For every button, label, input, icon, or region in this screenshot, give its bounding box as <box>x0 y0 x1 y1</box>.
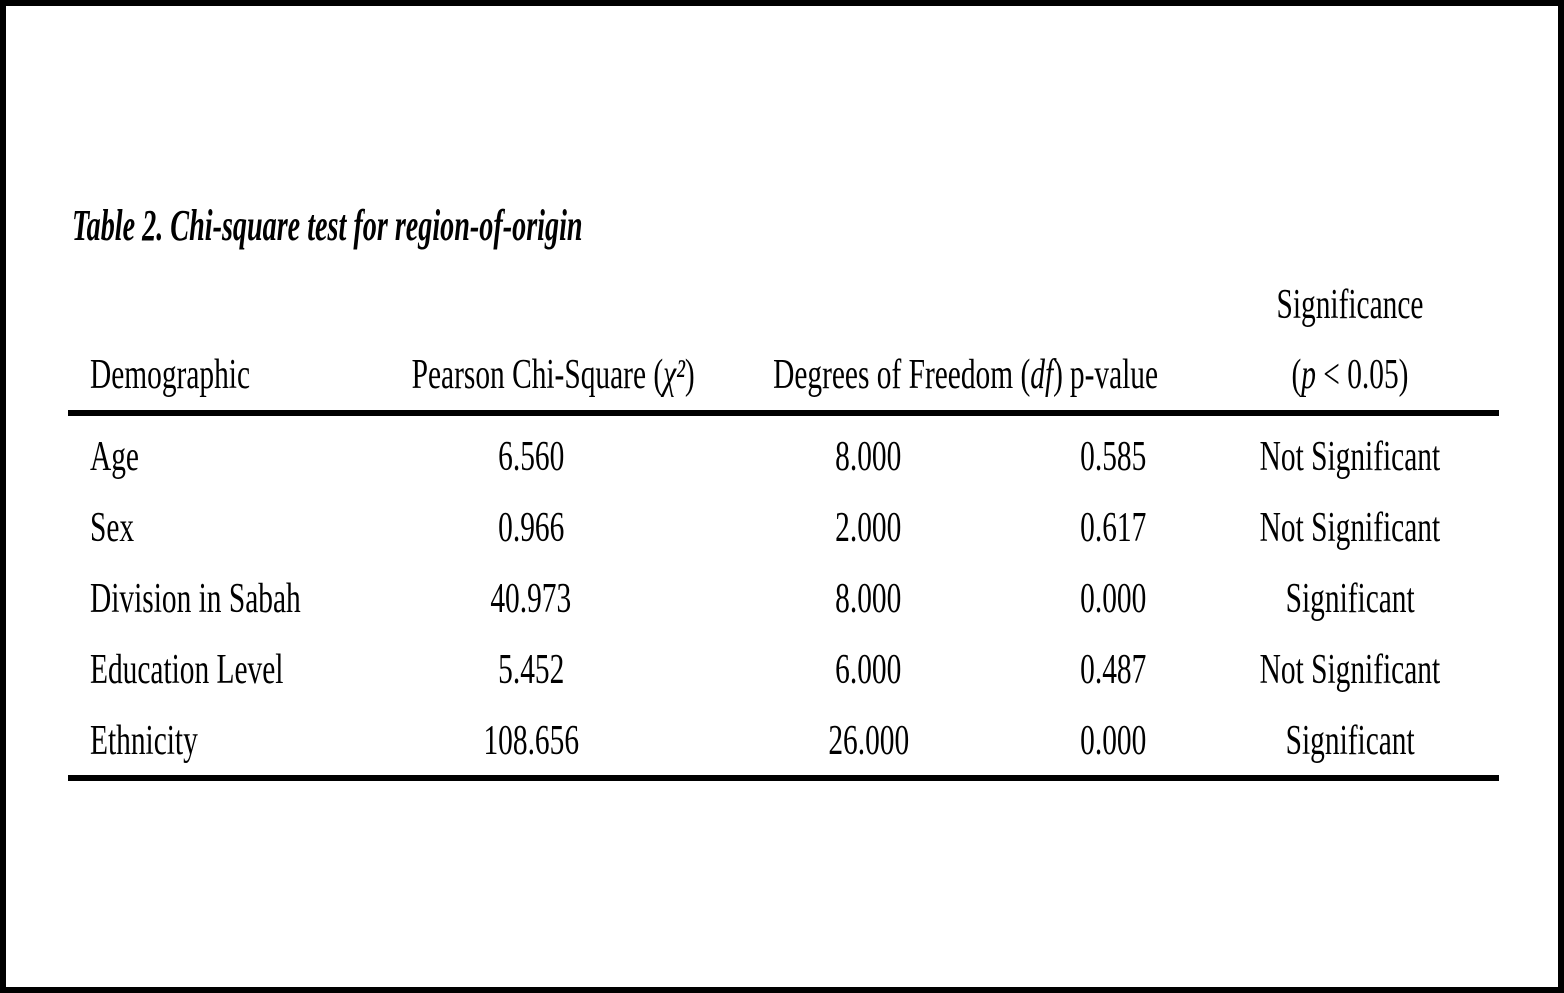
cell-p-value: 0.487 <box>1080 647 1147 693</box>
cell-demographic: Sex <box>90 505 135 551</box>
cell-significance: Not Significant <box>1259 647 1441 693</box>
column-header-significance: Significance (p < 0.05) <box>1201 270 1499 410</box>
cell-significance: Not Significant <box>1259 505 1441 551</box>
table-rule-bottom <box>68 775 1499 781</box>
column-header-label: Significance (p < 0.05) <box>1276 282 1424 398</box>
cell-demographic: Division in Sabah <box>90 576 301 622</box>
table-row: Ethnicity 108.656 26.000 0.000 Significa… <box>68 700 1499 771</box>
column-header-label: p-value <box>1069 352 1158 398</box>
cell-demographic: Age <box>90 434 139 480</box>
cell-significance: Significant <box>1285 576 1415 622</box>
column-header-label: Degrees of Freedom (df) <box>773 352 1063 398</box>
cell-p-value: 0.617 <box>1080 505 1147 551</box>
table-row: Sex 0.966 2.000 0.617 Not Significant <box>68 487 1499 558</box>
cell-p-value: 0.585 <box>1080 434 1147 480</box>
column-header-label: Pearson Chi-Square (χ²) <box>411 352 695 398</box>
cell-chi-square: 5.452 <box>497 647 565 693</box>
table-title: Table 2. Chi-square test for region-of-o… <box>72 201 583 250</box>
table-rule-top <box>68 410 1499 416</box>
table-row: Division in Sabah 40.973 8.000 0.000 Sig… <box>68 558 1499 629</box>
column-header-chi-square: Pearson Chi-Square (χ²) <box>351 340 711 410</box>
cell-p-value: 0.000 <box>1080 718 1147 764</box>
cell-demographic: Education Level <box>90 647 284 693</box>
cell-significance: Not Significant <box>1259 434 1441 480</box>
table-row: Education Level 5.452 6.000 0.487 Not Si… <box>68 629 1499 700</box>
cell-p-value: 0.000 <box>1080 576 1147 622</box>
cell-degrees-of-freedom: 6.000 <box>835 647 902 693</box>
table-row: Age 6.560 8.000 0.585 Not Significant <box>68 416 1499 487</box>
column-header-demographic: Demographic <box>68 340 351 410</box>
cell-degrees-of-freedom: 8.000 <box>835 576 902 622</box>
table-header-row: Demographic Pearson Chi-Square (χ²) Degr… <box>68 270 1499 410</box>
cell-demographic: Ethnicity <box>90 718 198 764</box>
cell-chi-square: 0.966 <box>497 505 565 551</box>
cell-significance: Significant <box>1285 718 1415 764</box>
column-header-degrees-of-freedom: Degrees of Freedom (df) <box>711 340 1063 410</box>
column-header-label: Demographic <box>90 352 251 398</box>
cell-degrees-of-freedom: 2.000 <box>835 505 902 551</box>
cell-chi-square: 6.560 <box>497 434 565 480</box>
column-header-p-value: p-value <box>1026 340 1201 410</box>
chi-square-table: Demographic Pearson Chi-Square (χ²) Degr… <box>68 270 1499 781</box>
cell-degrees-of-freedom: 26.000 <box>828 718 909 764</box>
cell-degrees-of-freedom: 8.000 <box>835 434 902 480</box>
cell-chi-square: 108.656 <box>483 718 579 764</box>
cell-chi-square: 40.973 <box>490 576 572 622</box>
